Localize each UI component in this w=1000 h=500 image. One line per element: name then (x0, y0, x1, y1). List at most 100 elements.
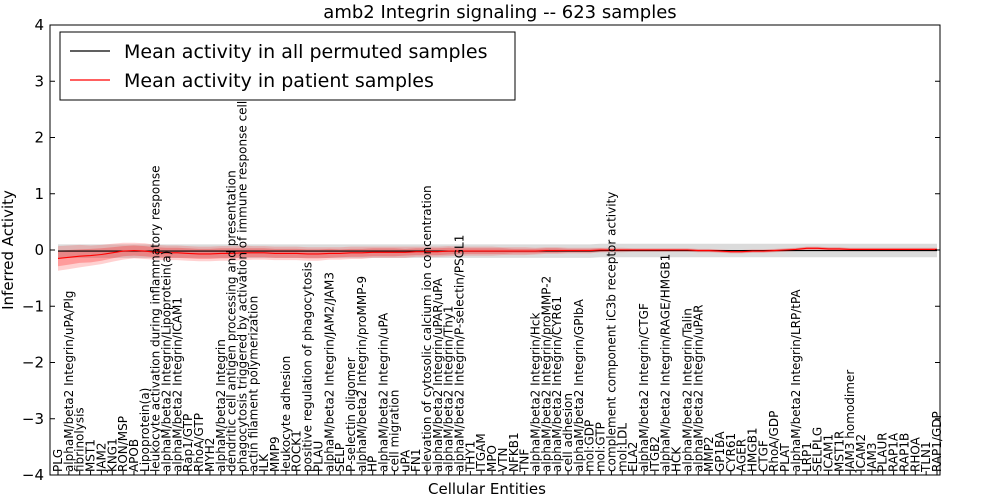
x-tick-label: ICAM1 (822, 434, 836, 472)
y-tick-label: −4 (22, 466, 44, 484)
x-tick-label: MMP2 (702, 436, 716, 472)
x-tick-label: LRP1 (800, 442, 814, 472)
x-tick-label: P-selectin oligomer (344, 357, 358, 472)
x-tick-label: SELP (333, 443, 347, 472)
x-tick-label: mol:LDL (615, 423, 629, 472)
x-tick-label: alphaM/beta2 Integrin/LRP/tPA (789, 289, 803, 472)
x-tick-label: JAM3 (865, 442, 879, 473)
x-tick-label: TLN1 (919, 441, 933, 473)
x-tick-label: JAM3 homodimer (843, 370, 857, 473)
x-tick-label: CTGF (756, 440, 770, 472)
x-tick-label: MST1 (84, 439, 98, 472)
x-tick-label: HP (366, 456, 380, 472)
x-tick-label: alphaM/beta2 Integrin/Talin (680, 308, 694, 472)
x-tick-label: alphaM/beta2 Integrin/GPIbA (572, 298, 586, 472)
x-tick-label: THY1 (463, 441, 477, 473)
y-tick-label: 0 (34, 241, 44, 259)
x-tick-label: MPO (485, 445, 499, 472)
y-tick-label: 3 (34, 72, 44, 90)
y-axis: −4 −3 −2 −1 0 1 2 3 4 (22, 16, 940, 484)
x-tick-label: actin filament polymerization (246, 296, 260, 472)
x-tick-label: RAP1B (897, 433, 911, 472)
y-tick-label: 1 (34, 185, 44, 203)
x-tick-label: positive regulation of phagocytosis (301, 262, 315, 472)
y-axis-label: Inferred Activity (0, 190, 17, 310)
y-tick-label: 4 (34, 16, 44, 34)
x-tick-label: alphaM/beta2 Integrin/uPA (377, 312, 391, 472)
x-tick-label: PLAUR (876, 432, 890, 472)
x-tick-label: PLAU (311, 441, 325, 472)
x-tick-label: complement component iC3b receptor activ… (604, 192, 618, 472)
y-tick-label: −3 (22, 410, 44, 428)
x-tick-label: PLAT (778, 443, 792, 472)
x-tick-label: alphaM/beta2 Integrin/Hck (529, 312, 543, 472)
x-tick-label: RHOA (908, 436, 922, 472)
x-tick-label: Lipoprotein(a) (138, 388, 152, 472)
x-tick-label: mol:GDP (583, 420, 597, 472)
patient-samples-outer-band (58, 242, 937, 271)
x-tick-label: alphaM/beta2 Integrin/JAM2/JAM3 (322, 272, 336, 472)
x-tick-label: leukocyte activation during inflammatory… (149, 165, 163, 472)
x-tick-label: JAM2 (94, 442, 108, 473)
x-tick-label: alphaM/beta2 Integrin/uPAR (691, 304, 705, 472)
x-tick-label: CYR61 (724, 433, 738, 472)
x-tick-label: RhoA/GTP (192, 413, 206, 472)
x-tick-label: cell migration (387, 390, 401, 472)
x-tick-label: GP1BA (713, 431, 727, 472)
x-tick-label: RhoA/GDP (767, 411, 781, 472)
x-tick-label: TNF (518, 449, 532, 473)
x-tick-label: alphaM/beta2 Integrin/P-selectin/PSGL1 (453, 235, 467, 472)
x-tick-label: alphaM/beta2 Integrin/uPAR/uPA (431, 277, 445, 472)
x-tick-label: elevation of cytosolic calcium ion conce… (420, 185, 434, 472)
x-tick-label: ELA2 (626, 442, 640, 472)
x-tick-label: alphaM/beta2 Integrin (214, 339, 228, 472)
y-tick-label: −2 (22, 354, 44, 372)
x-tick-label: Rap1/GTP (181, 414, 195, 472)
x-axis-label: Cellular Entities (428, 480, 546, 498)
x-tick-label: fibrinolysis (73, 407, 87, 472)
patient-samples-line (57, 247, 937, 259)
x-tick-label: KNG1 (105, 438, 119, 472)
x-tick-label: cell adhesion (561, 393, 575, 472)
x-tick-label: alphaM/beta2 Integrin/Lipoprotein(a) (160, 251, 174, 472)
x-tick-label: ITGB2 (648, 436, 662, 472)
chart-title: amb2 Integrin signaling -- 623 samples (323, 2, 676, 23)
x-tick-label: dendritic cell antigen processing and pr… (225, 170, 239, 472)
legend: Mean activity in all permuted samples Me… (59, 31, 516, 101)
x-tick-label: ITGAM (474, 433, 488, 472)
x-tick-label: HCK (670, 446, 684, 472)
x-tick-label: leukocyte adhesion (279, 356, 293, 472)
x-tick-label: VTN (496, 447, 510, 472)
x-tick-label: ICAM2 (854, 434, 868, 472)
x-tick-label: alphaM/beta2 Integrin/CYR61 (550, 296, 564, 472)
x-tick-label: APOB (127, 439, 141, 472)
x-tick-label: SELPLG (811, 427, 825, 472)
legend-box (59, 31, 516, 101)
x-tick-label: alphaM/beta2 Integrin/ICAM1 (170, 297, 184, 472)
x-tick-label: RAP1/GDP (930, 411, 944, 472)
x-tick-label: alphaM/beta2 Integrin/proMMP-9 (355, 276, 369, 472)
x-tick-label: FN1 (409, 448, 423, 472)
x-tick-label: MYH2 (203, 438, 217, 472)
x-tick-label: alphaM/beta2 Integrin/Thy1 (442, 305, 456, 472)
x-tick-label: uPA (398, 449, 412, 472)
x-tick-label: PLG (51, 449, 65, 472)
x-tick-label: alphaM/beta2 Integrin/proMMP-2 (539, 276, 553, 472)
legend-label-patient: Mean activity in patient samples (124, 70, 434, 92)
x-tick-label: MST1R (832, 431, 846, 472)
x-tick-label: alphaM/beta2 Integrin/RAGE/HMGB1 (659, 254, 673, 472)
x-tick-label: ILK (257, 453, 271, 472)
x-tick-label: phagocytosis triggered by activation of … (236, 53, 250, 472)
x-tick-label: mol:GTP (594, 422, 608, 472)
x-tick-label: alphaM/beta2 Integrin/CTGF (637, 303, 651, 472)
x-tick-label: MMP9 (268, 436, 282, 472)
x-tick-label: ROCK1 (290, 430, 304, 472)
x-tick-label: RAP1A (887, 432, 901, 472)
y-tick-label: −1 (22, 297, 44, 315)
x-tick-label: HMGB1 (746, 427, 760, 472)
x-tick-label: alphaM/beta2 Integrin/uPA/Plg (62, 291, 76, 472)
x-tick-label: RON/MSP (116, 416, 130, 472)
x-tick-label: NFKB1 (507, 432, 521, 472)
